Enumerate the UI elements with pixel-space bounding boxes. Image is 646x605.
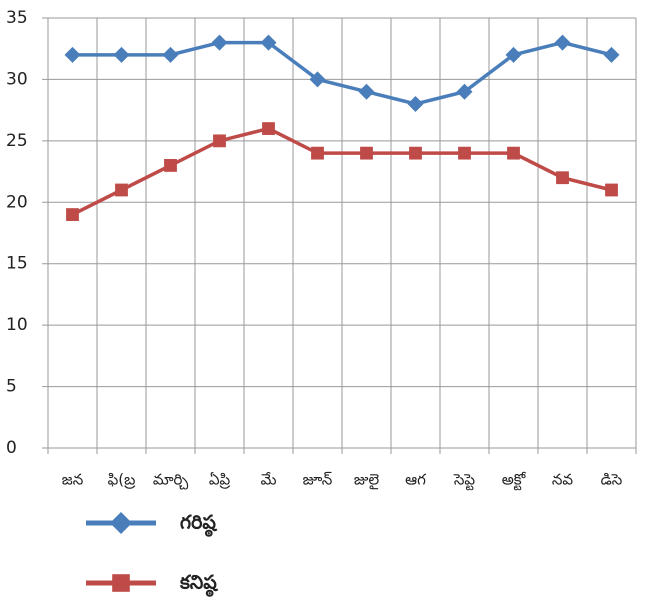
x-tick-label: జన: [62, 471, 84, 489]
legend-label: గరిష్ఠ: [180, 512, 218, 538]
marker: [554, 34, 571, 51]
marker: [311, 146, 324, 160]
marker: [211, 34, 228, 51]
y-tick-label: 5: [6, 377, 17, 397]
marker: [409, 146, 422, 160]
x-tick-label: మే: [261, 471, 277, 489]
marker: [113, 46, 130, 63]
marker: [605, 183, 618, 197]
x-tick-label: జులై: [354, 471, 380, 490]
marker: [456, 83, 473, 100]
series-line: [71, 126, 612, 217]
x-tick-label: ఏప్రి: [209, 471, 231, 490]
legend-label: కనిష్ఠ: [179, 572, 219, 598]
marker: [262, 122, 275, 135]
x-tick-label: ఫి(బ్ర: [108, 471, 136, 490]
marker: [164, 159, 177, 172]
y-tick-label: 0: [6, 438, 17, 458]
y-tick-label: 30: [6, 69, 28, 89]
marker: [115, 183, 128, 197]
marker: [309, 71, 326, 88]
marker: [505, 46, 522, 63]
marker: [66, 208, 79, 221]
marker: [360, 146, 373, 160]
x-tick-label: సెప్టె: [453, 471, 476, 491]
y-tick-label: 35: [6, 8, 28, 28]
y-tick-label: 10: [6, 315, 28, 335]
x-tick-label: ఆగ: [405, 471, 426, 489]
x-tick-label: నవ: [552, 471, 574, 489]
x-tick-label: మార్చి: [153, 471, 189, 491]
marker: [213, 134, 226, 148]
x-tick-label: డిసె: [601, 471, 623, 489]
marker: [110, 512, 132, 534]
y-tick-label: 25: [6, 131, 28, 151]
marker: [407, 96, 424, 112]
marker: [64, 46, 81, 63]
marker: [556, 171, 569, 185]
marker: [112, 574, 130, 592]
marker: [260, 34, 277, 51]
marker: [162, 46, 179, 63]
marker: [358, 83, 375, 100]
x-tick-label: అక్టో: [502, 471, 527, 491]
y-tick-label: 15: [6, 254, 28, 274]
series-line: [72, 40, 612, 106]
y-tick-label: 20: [6, 192, 28, 212]
marker: [603, 46, 620, 63]
marker: [458, 146, 471, 160]
x-tick-label: జూన్: [303, 471, 333, 489]
marker: [507, 146, 520, 160]
